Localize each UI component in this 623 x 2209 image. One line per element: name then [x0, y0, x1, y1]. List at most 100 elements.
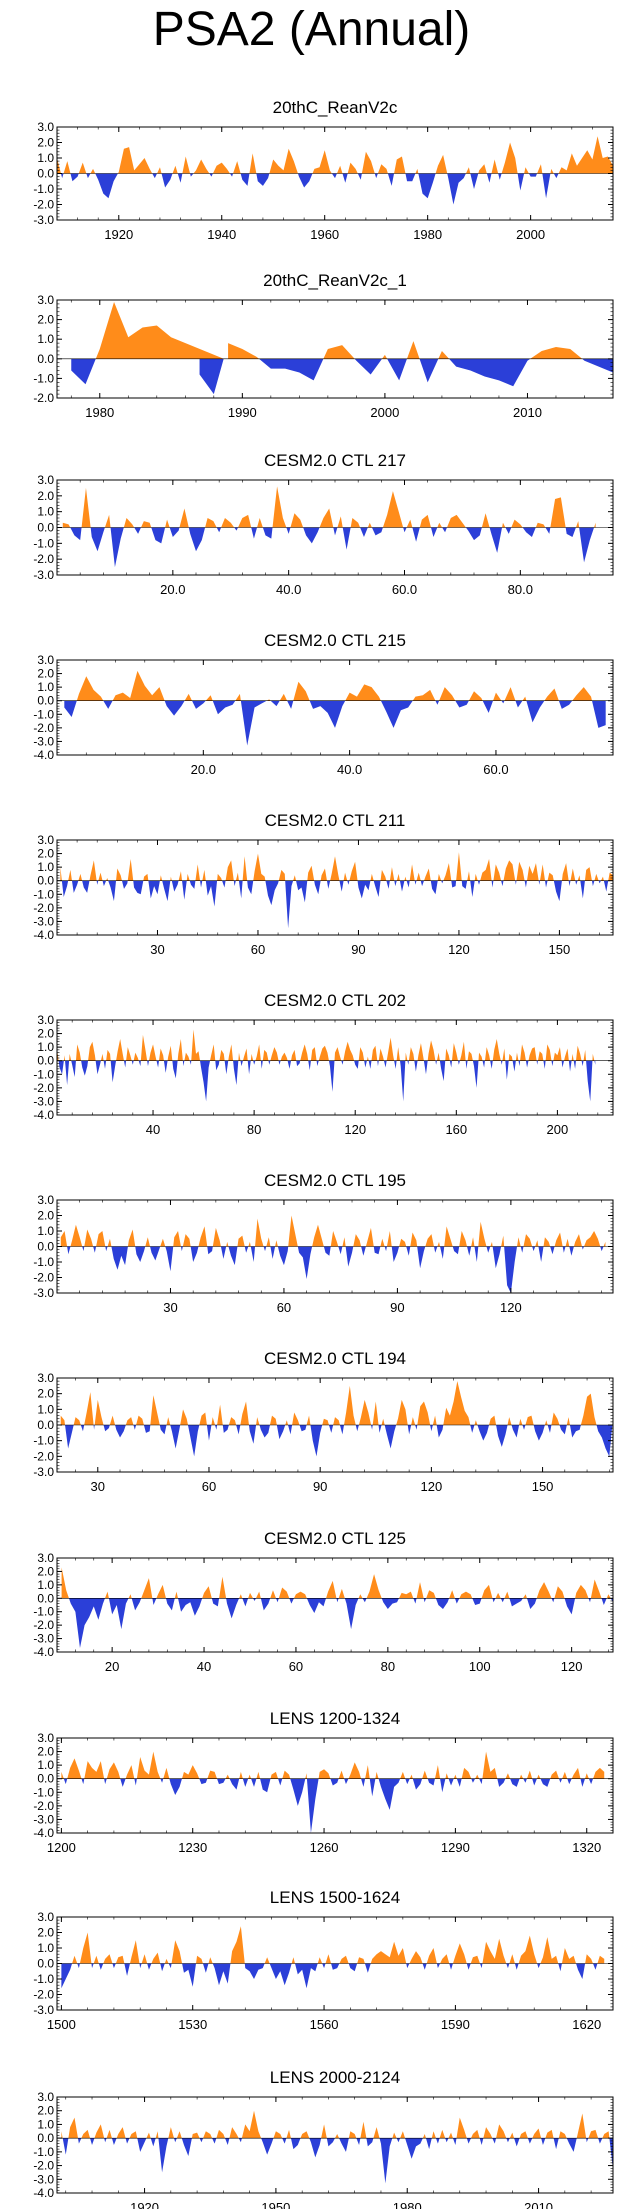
- chart-title: CESM2.0 CTL 194: [264, 1349, 406, 1368]
- y-tick-label: 2.0: [37, 313, 54, 327]
- y-tick-label: 0.0: [37, 352, 54, 366]
- y-tick-label: -4.0: [33, 2186, 54, 2200]
- chart-title: CESM2.0 CTL 202: [264, 991, 406, 1010]
- y-tick-label: 3.0: [37, 1910, 54, 1924]
- y-tick-label: 1.0: [37, 2117, 54, 2131]
- x-tick-label: 2000: [516, 227, 545, 242]
- x-tick-label: 150: [532, 1479, 554, 1494]
- x-tick-label: 1500: [47, 2017, 76, 2032]
- y-tick-label: 3.0: [37, 120, 54, 134]
- x-tick-label: 1990: [228, 405, 257, 420]
- positive-area-series: [60, 852, 613, 881]
- y-tick-label: 2.0: [37, 847, 54, 861]
- y-tick-label: -2.0: [33, 1618, 54, 1632]
- x-tick-label: 20.0: [191, 762, 216, 777]
- negative-area-series: [71, 358, 613, 395]
- x-tick-label: 150: [549, 942, 571, 957]
- y-tick-label: -2.0: [33, 198, 54, 212]
- y-tick-label: 3.0: [37, 653, 54, 667]
- y-tick-label: 1.0: [37, 151, 54, 165]
- y-tick-label: 3.0: [37, 1193, 54, 1207]
- x-tick-label: 200: [547, 1122, 569, 1137]
- positive-area-series: [57, 136, 613, 174]
- x-tick-label: 120: [561, 1659, 583, 1674]
- positive-area-series: [61, 2110, 610, 2139]
- y-tick-label: 0.0: [37, 874, 54, 888]
- y-tick-label: 3.0: [37, 293, 54, 307]
- x-tick-label: 2000: [370, 405, 399, 420]
- x-tick-label: 1980: [413, 227, 442, 242]
- chart-panel: 20thC_ReanV2c 3.0 2.01.0 0.0-1.0 -2.0-3.0 192…: [33, 98, 614, 242]
- y-tick-label: 1.0: [37, 1224, 54, 1238]
- negative-area-series: [64, 700, 606, 746]
- chart-panel: CESM2.0 CTL 125 3.02.01.00.0-1.0-2.0-3.0-…: [33, 1529, 614, 1674]
- chart-title: 20thC_ReanV2c_1: [263, 271, 407, 290]
- y-tick-label: -3.0: [33, 213, 54, 227]
- y-tick-label: -4.0: [33, 1645, 54, 1659]
- positive-area-series: [57, 1029, 595, 1061]
- negative-area-series: [60, 173, 559, 205]
- plot-frame: [56, 659, 614, 756]
- x-tick-label: 60: [289, 1659, 303, 1674]
- positive-area-series: [72, 1926, 605, 1964]
- y-tick-label: 0.0: [37, 1772, 54, 1786]
- x-tick-label: 20: [105, 1659, 119, 1674]
- chart-title: CESM2.0 CTL 215: [264, 631, 406, 650]
- negative-area-series: [63, 1778, 594, 1833]
- x-tick-label: 90: [313, 1479, 327, 1494]
- x-tick-label: 1560: [310, 2017, 339, 2032]
- y-tick-label: 1.0: [37, 1758, 54, 1772]
- y-tick-label: 0.0: [37, 694, 54, 708]
- chart-panel: CESM2.0 CTL 202 3.02.01.00.0-1.0-2.0-3.0-…: [33, 991, 614, 1137]
- x-tick-label: 30: [150, 942, 164, 957]
- y-tick-label: 2.0: [37, 2104, 54, 2118]
- negative-area-series: [61, 880, 609, 929]
- x-tick-label: 1530: [178, 2017, 207, 2032]
- y-tick-label: 3.0: [37, 1731, 54, 1745]
- y-tick-label: 2.0: [37, 1209, 54, 1223]
- y-tick-label: 3.0: [37, 473, 54, 487]
- y-tick-label: 2.0: [37, 489, 54, 503]
- y-tick-label: 0.0: [37, 1418, 54, 1432]
- chart-panel: CESM2.0 CTL 215 3.02.01.00.0-1.0-2.0-3.0-…: [33, 631, 614, 777]
- chart-panel: LENS 1500-16243.02.01.00.0-1.0-2.0-3.015…: [33, 1888, 614, 2032]
- x-tick-label: 1980: [393, 2200, 422, 2209]
- x-tick-label: 1950: [261, 2200, 290, 2209]
- y-tick-label: 0.0: [37, 1240, 54, 1254]
- y-tick-label: 1.0: [37, 505, 54, 519]
- y-tick-label: -4.0: [33, 1826, 54, 1840]
- x-tick-label: 80.0: [508, 582, 533, 597]
- y-tick-label: -3.0: [33, 1286, 54, 1300]
- x-tick-label: 1260: [310, 1840, 339, 1855]
- y-tick-label: -2.0: [33, 1449, 54, 1463]
- x-tick-label: 90: [351, 942, 365, 957]
- y-tick-label: -2.0: [33, 391, 54, 405]
- y-tick-label: 2.0: [37, 1027, 54, 1041]
- x-tick-label: 60: [251, 942, 265, 957]
- y-tick-label: -2.0: [33, 1271, 54, 1285]
- y-tick-label: -1.0: [33, 1785, 54, 1799]
- y-tick-label: -2.0: [33, 552, 54, 566]
- y-tick-label: 0.0: [37, 1591, 54, 1605]
- chart-title: LENS 2000-2124: [270, 2068, 400, 2087]
- x-tick-label: 100: [469, 1659, 491, 1674]
- y-tick-label: -2.0: [33, 2159, 54, 2173]
- y-tick-label: -1.0: [33, 887, 54, 901]
- plot-frame: [56, 1737, 614, 1834]
- positive-area-series: [61, 1751, 605, 1779]
- y-tick-label: 2.0: [37, 667, 54, 681]
- y-tick-label: -2.0: [33, 1081, 54, 1095]
- y-tick-label: -1.0: [33, 371, 54, 385]
- negative-area-series: [67, 1246, 604, 1293]
- positive-area-series: [60, 1215, 606, 1247]
- x-tick-label: 1960: [310, 227, 339, 242]
- x-tick-label: 30: [163, 1300, 177, 1315]
- positive-area-series: [95, 301, 583, 359]
- x-tick-label: 120: [421, 1479, 443, 1494]
- x-tick-label: 40: [146, 1122, 160, 1137]
- plot-frame: [56, 1019, 614, 1116]
- y-tick-label: -1.0: [33, 182, 54, 196]
- x-tick-label: 60.0: [392, 582, 417, 597]
- chart-title: CESM2.0 CTL 217: [264, 451, 406, 470]
- y-tick-label: -3.0: [33, 734, 54, 748]
